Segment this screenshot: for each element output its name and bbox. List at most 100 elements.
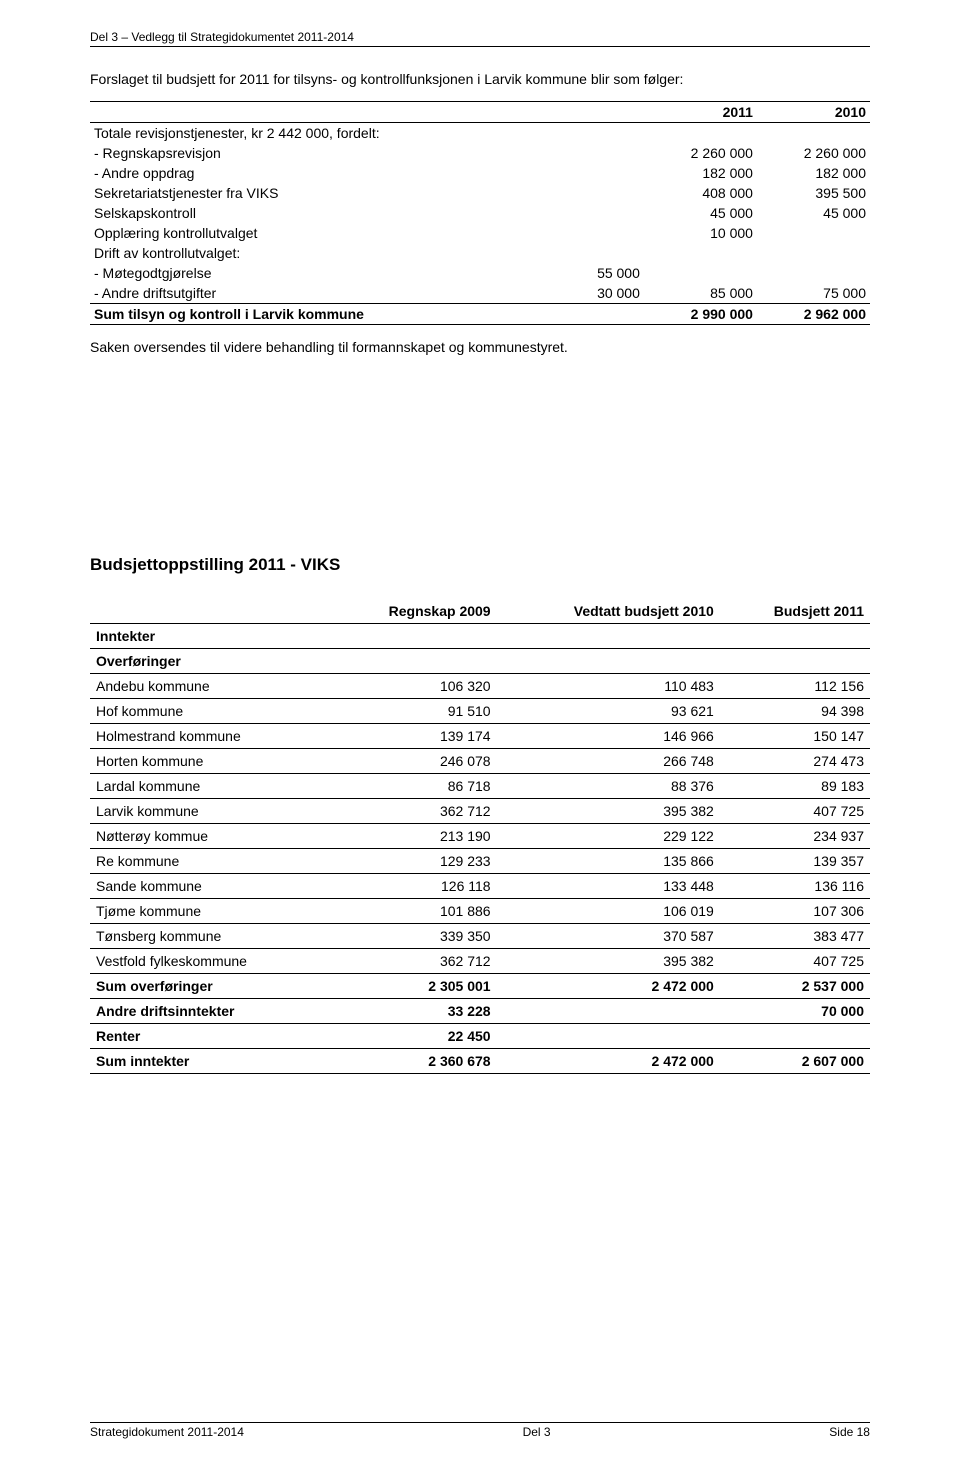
table-row-label: Andebu kommune <box>90 674 329 699</box>
table-cell <box>562 223 644 243</box>
table-cell <box>644 263 757 283</box>
table-cell: 2 305 001 <box>329 974 496 999</box>
table-cell: 274 473 <box>720 749 870 774</box>
table-row-label: Sekretariatstjenester fra VIKS <box>90 183 562 203</box>
table-cell: 2 360 678 <box>329 1049 496 1074</box>
table-cell <box>757 243 870 263</box>
table-cell: 395 382 <box>497 949 720 974</box>
table-cell: 106 019 <box>497 899 720 924</box>
table-cell: 70 000 <box>720 999 870 1024</box>
table-cell: 139 357 <box>720 849 870 874</box>
table-cell: 55 000 <box>562 263 644 283</box>
table-cell: 229 122 <box>497 824 720 849</box>
table-row-label: Drift av kontrollutvalget: <box>90 243 562 263</box>
table-cell: 407 725 <box>720 799 870 824</box>
table-cell: 2 472 000 <box>497 1049 720 1074</box>
t1-col-2010: 2010 <box>757 102 870 123</box>
table-cell <box>562 123 644 144</box>
table-cell: 101 886 <box>329 899 496 924</box>
intro-paragraph: Forslaget til budsjett for 2011 for tils… <box>90 71 870 87</box>
table-cell: 395 382 <box>497 799 720 824</box>
footer-right: Side 18 <box>829 1425 870 1439</box>
table-cell: 395 500 <box>757 183 870 203</box>
table-row-label: Lardal kommune <box>90 774 329 799</box>
table-cell: 362 712 <box>329 799 496 824</box>
table-cell: 45 000 <box>644 203 757 223</box>
t1-col-2011: 2011 <box>644 102 757 123</box>
table-cell: 133 448 <box>497 874 720 899</box>
table-cell: 30 000 <box>562 283 644 304</box>
table-cell: 107 306 <box>720 899 870 924</box>
table-row-label: Vestfold fylkeskommune <box>90 949 329 974</box>
budget-table-1: 2011 2010 Totale revisjonstjenester, kr … <box>90 101 870 325</box>
table-cell <box>757 123 870 144</box>
table-cell <box>757 263 870 283</box>
table-row-label: Opplæring kontrollutvalget <box>90 223 562 243</box>
t2-hdr-c1: Regnskap 2009 <box>329 599 496 624</box>
t1-sum-label: Sum tilsyn og kontroll i Larvik kommune <box>90 304 562 325</box>
table-row-label: Selskapskontroll <box>90 203 562 223</box>
table-cell <box>644 123 757 144</box>
table-row-label: Tønsberg kommune <box>90 924 329 949</box>
table-row-label: Sum overføringer <box>90 974 329 999</box>
table-row-label: Horten kommune <box>90 749 329 774</box>
table-row-label: - Regnskapsrevisjon <box>90 143 562 163</box>
table-cell: 407 725 <box>720 949 870 974</box>
table-row-label: Sande kommune <box>90 874 329 899</box>
table-cell: 2 537 000 <box>720 974 870 999</box>
table-row-label: Totale revisjonstjenester, kr 2 442 000,… <box>90 123 562 144</box>
table-cell <box>562 183 644 203</box>
table-cell <box>497 999 720 1024</box>
table-cell: 75 000 <box>757 283 870 304</box>
table-cell <box>562 203 644 223</box>
table-cell: 339 350 <box>329 924 496 949</box>
note-paragraph: Saken oversendes til videre behandling t… <box>90 339 870 355</box>
table-cell <box>497 1024 720 1049</box>
table-cell: 135 866 <box>497 849 720 874</box>
table-cell: 2 260 000 <box>757 143 870 163</box>
table-cell: 266 748 <box>497 749 720 774</box>
table-cell: 182 000 <box>644 163 757 183</box>
table-cell: 110 483 <box>497 674 720 699</box>
footer-center: Del 3 <box>523 1425 551 1439</box>
table-row-label: - Møtegodtgjørelse <box>90 263 562 283</box>
page-header: Del 3 – Vedlegg til Strategidokumentet 2… <box>90 30 870 47</box>
table-cell: 2 472 000 <box>497 974 720 999</box>
t2-hdr-c3: Budsjett 2011 <box>720 599 870 624</box>
footer-left: Strategidokument 2011-2014 <box>90 1425 244 1439</box>
table-row-label: Larvik kommune <box>90 799 329 824</box>
t2-subhead-overforinger: Overføringer <box>90 649 870 674</box>
table-cell <box>720 1024 870 1049</box>
section-title: Budsjettoppstilling 2011 - VIKS <box>90 555 870 575</box>
table-cell: 408 000 <box>644 183 757 203</box>
table-cell: 88 376 <box>497 774 720 799</box>
table-cell: 93 621 <box>497 699 720 724</box>
t2-subhead-inntekter: Inntekter <box>90 624 870 649</box>
table-cell: 370 587 <box>497 924 720 949</box>
table-cell: 106 320 <box>329 674 496 699</box>
table-row-label: Renter <box>90 1024 329 1049</box>
table-cell: 89 183 <box>720 774 870 799</box>
table-row-label: Andre driftsinntekter <box>90 999 329 1024</box>
table-cell: 182 000 <box>757 163 870 183</box>
t2-hdr-c2: Vedtatt budsjett 2010 <box>497 599 720 624</box>
table-cell: 85 000 <box>644 283 757 304</box>
table-row-label: Hof kommune <box>90 699 329 724</box>
table-cell: 362 712 <box>329 949 496 974</box>
table-cell: 10 000 <box>644 223 757 243</box>
table-row-label: Nøtterøy kommue <box>90 824 329 849</box>
table-cell <box>562 163 644 183</box>
table-row-label: - Andre oppdrag <box>90 163 562 183</box>
table-cell <box>562 143 644 163</box>
budget-table-2: Regnskap 2009 Vedtatt budsjett 2010 Buds… <box>90 599 870 1074</box>
table-row-label: Tjøme kommune <box>90 899 329 924</box>
table-cell: 45 000 <box>757 203 870 223</box>
table-row-label: Holmestrand kommune <box>90 724 329 749</box>
table-row-label: - Andre driftsutgifter <box>90 283 562 304</box>
table-cell: 86 718 <box>329 774 496 799</box>
table-cell: 94 398 <box>720 699 870 724</box>
table-cell: 2 607 000 <box>720 1049 870 1074</box>
table-cell: 2 260 000 <box>644 143 757 163</box>
table-cell: 22 450 <box>329 1024 496 1049</box>
page-footer: Strategidokument 2011-2014 Del 3 Side 18 <box>90 1422 870 1439</box>
